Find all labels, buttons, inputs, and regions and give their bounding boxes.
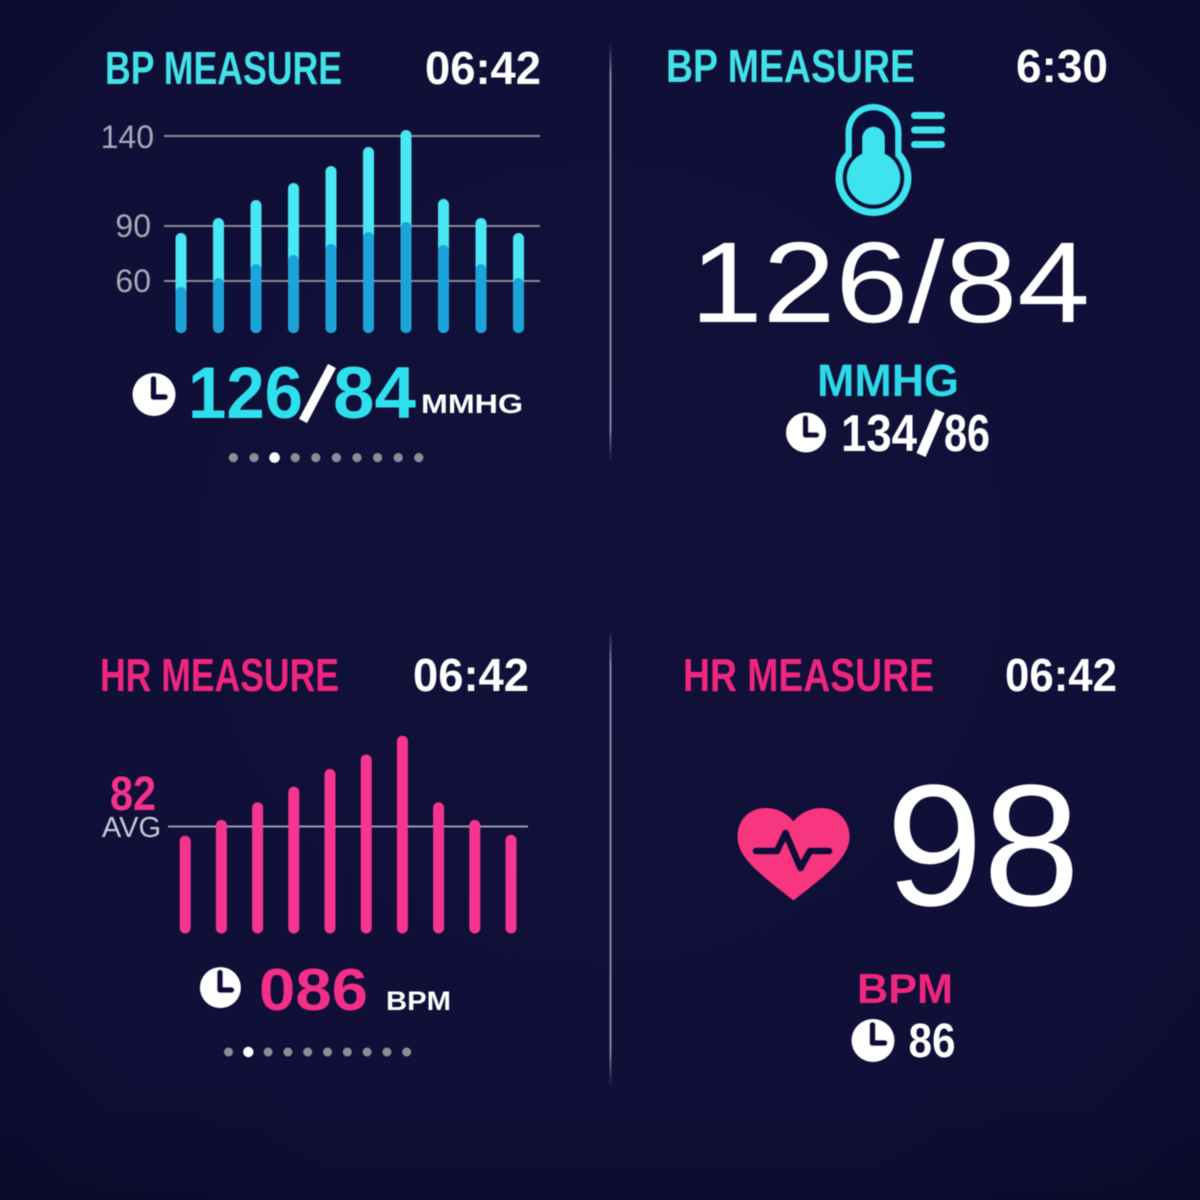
svg-text:126: 126	[188, 353, 303, 434]
svg-text:MMHG: MMHG	[817, 355, 959, 406]
svg-text:86: 86	[909, 1015, 956, 1068]
svg-text:140: 140	[101, 119, 154, 155]
svg-text:HR MEASURE: HR MEASURE	[100, 649, 339, 701]
svg-text:HR MEASURE: HR MEASURE	[683, 649, 934, 701]
svg-text:BPM: BPM	[386, 986, 451, 1016]
svg-text:90: 90	[115, 208, 151, 244]
svg-text:98: 98	[886, 748, 1080, 942]
svg-text:86: 86	[944, 405, 990, 463]
svg-text:06:42: 06:42	[425, 42, 541, 94]
svg-text:AVG: AVG	[102, 812, 161, 844]
svg-text:6:30: 6:30	[1016, 40, 1108, 92]
svg-text:82: 82	[110, 768, 156, 821]
svg-text:086: 086	[259, 957, 368, 1023]
svg-text:BP MEASURE: BP MEASURE	[105, 42, 342, 94]
svg-text:06:42: 06:42	[413, 649, 529, 701]
svg-text:BP MEASURE: BP MEASURE	[666, 40, 915, 92]
svg-text:BPM: BPM	[857, 965, 953, 1012]
svg-text:134: 134	[841, 405, 917, 463]
svg-text:84: 84	[333, 353, 416, 434]
svg-text:06:42: 06:42	[1005, 649, 1117, 701]
svg-text:MMHG: MMHG	[421, 389, 523, 419]
svg-text:126/84: 126/84	[690, 219, 1090, 347]
svg-text:60: 60	[115, 263, 151, 299]
